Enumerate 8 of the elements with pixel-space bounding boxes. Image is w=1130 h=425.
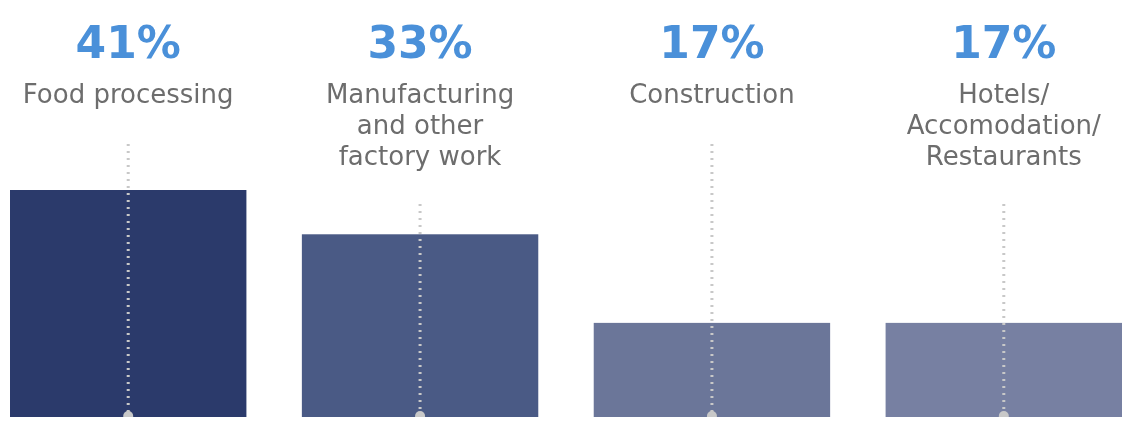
x-tick-label: Manufacturing and other factory work: [325, 79, 515, 171]
data-label: 17%: [951, 17, 1057, 68]
x-tick-label: Food processing: [22, 79, 234, 109]
data-label: 33%: [367, 17, 473, 68]
x-tick-label: Construction: [629, 79, 795, 109]
data-label: 17%: [659, 17, 765, 68]
x-tick-label: Hotels/ Accomodation/ Restaurants: [906, 79, 1102, 171]
data-label: 41%: [75, 17, 181, 68]
